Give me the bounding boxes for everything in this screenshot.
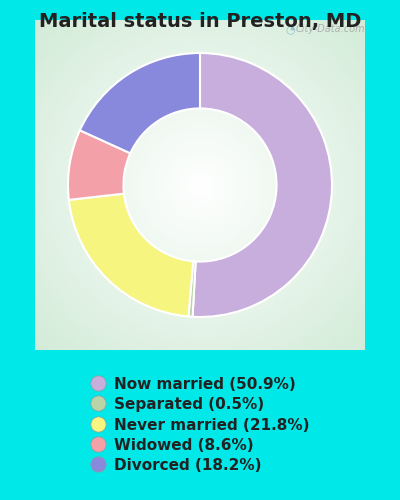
Wedge shape [80, 53, 200, 154]
Text: Marital status in Preston, MD: Marital status in Preston, MD [39, 12, 361, 32]
Text: ◔: ◔ [285, 24, 295, 34]
Wedge shape [192, 53, 332, 317]
Wedge shape [68, 130, 130, 200]
Wedge shape [188, 262, 196, 317]
Legend: Now married (50.9%), Separated (0.5%), Never married (21.8%), Widowed (8.6%), Di: Now married (50.9%), Separated (0.5%), N… [86, 372, 314, 478]
Wedge shape [69, 194, 193, 316]
Text: City-Data.com: City-Data.com [295, 24, 365, 34]
